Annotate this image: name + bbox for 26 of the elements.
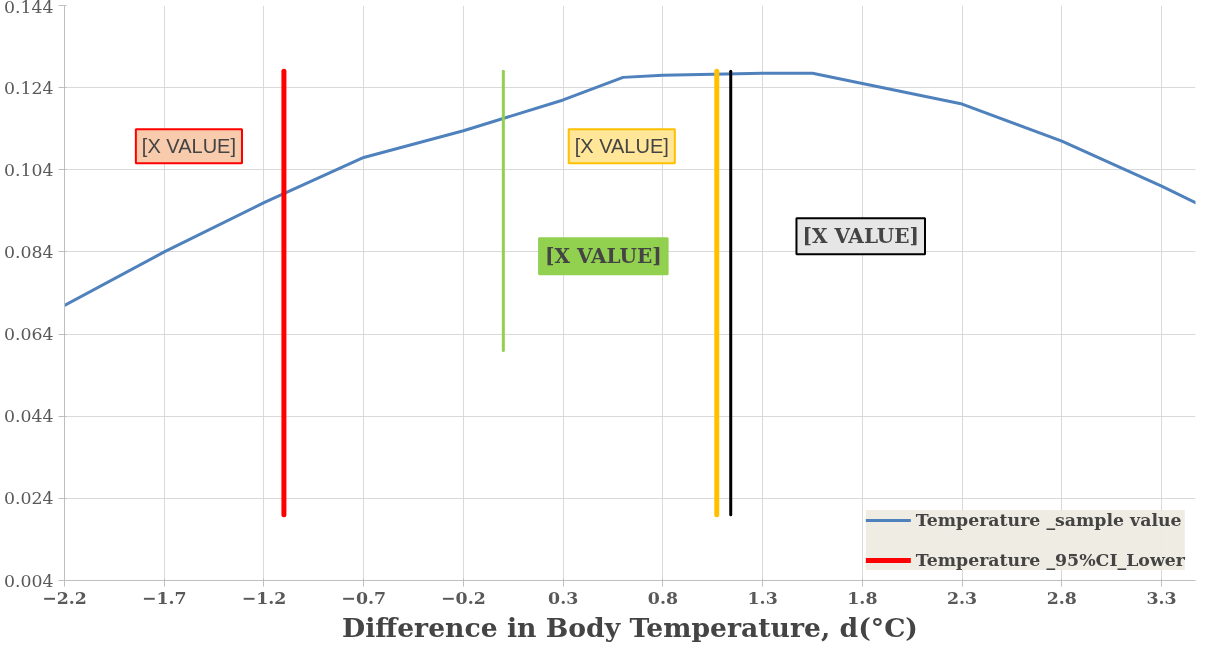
y-tick-label: 0.024: [3, 488, 54, 509]
annotation: [X VALUE]: [545, 244, 662, 269]
x-tick-label: 1.8: [847, 587, 878, 608]
x-tick-label: −0.2: [441, 587, 486, 608]
annotation: [X VALUE]: [574, 135, 669, 158]
y-tick-label: 0.064: [3, 324, 54, 345]
annotation: [X VALUE]: [141, 135, 236, 158]
annotation: [X VALUE]: [802, 224, 920, 249]
x-tick-label: −0.7: [341, 587, 387, 608]
x-tick-label: 2.8: [1046, 587, 1077, 608]
x-tick-label: 2.3: [947, 587, 978, 608]
legend-label: Temperature _95%CI_Lower: [915, 550, 1185, 570]
y-tick-label: 0.104: [3, 159, 54, 180]
x-axis-title: Difference in Body Temperature, d(°C): [342, 611, 918, 643]
y-tick-label: 0.044: [3, 406, 54, 427]
x-tick-label: −1.2: [241, 587, 287, 608]
x-tick-label: 1.3: [747, 587, 778, 608]
y-tick-label: 0.144: [3, 0, 54, 17]
x-tick-label: 0.3: [548, 587, 579, 608]
y-tick-label: 0.084: [3, 241, 54, 262]
legend-label: Temperature _sample value: [915, 510, 1182, 530]
x-tick-label: −1.7: [141, 587, 187, 608]
x-tick-label: 3.3: [1146, 587, 1177, 608]
y-tick-label: 0.124: [3, 77, 54, 98]
x-tick-label: 0.8: [647, 587, 678, 608]
line-series: [64, 71, 1196, 307]
